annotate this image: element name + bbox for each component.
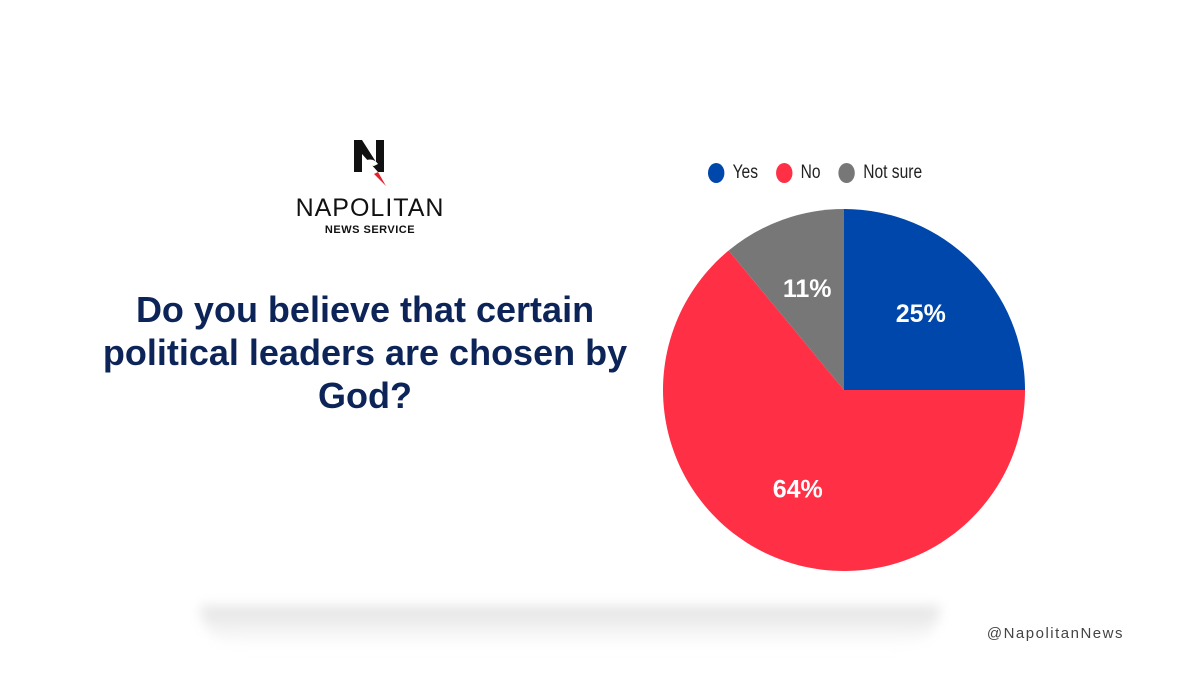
legend-label: Not sure: [863, 162, 923, 183]
data-label: 11%: [783, 275, 832, 303]
card-shadow: [200, 606, 940, 646]
napolitan-logo: NAPOLITAN NEWS SERVICE: [290, 138, 450, 236]
data-label: 25%: [896, 300, 946, 328]
legend-label: Yes: [732, 162, 759, 183]
data-label: 64%: [773, 475, 823, 503]
pie-slice-not-sure: [728, 209, 844, 390]
brand-name: NAPOLITAN: [295, 194, 445, 222]
brand-subtitle: NEWS SERVICE: [324, 224, 416, 236]
pie-slice-yes: [844, 209, 1025, 390]
legend: Yes No Not sure: [708, 162, 922, 184]
legend-item-yes: Yes: [708, 162, 758, 184]
chart-title: Do you believe that certain political le…: [102, 289, 628, 416]
legend-swatch: [708, 163, 725, 183]
legend-swatch: [776, 163, 793, 183]
social-handle: @NapolitanNews: [986, 625, 1124, 642]
legend-item-not-sure: Not sure: [838, 162, 923, 184]
logo-n-icon: [354, 140, 386, 186]
legend-label: No: [800, 162, 821, 183]
pie-slice-no: [663, 250, 1025, 572]
legend-item-no: No: [776, 162, 821, 184]
legend-swatch: [838, 163, 856, 183]
